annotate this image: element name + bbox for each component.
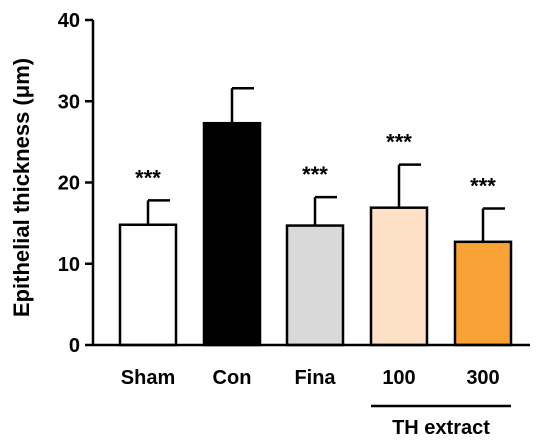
y-tick-label: 40 bbox=[58, 10, 80, 32]
category-label: Con bbox=[213, 367, 252, 389]
bars bbox=[118, 121, 513, 347]
significance-marks: *** *** *** *** bbox=[135, 130, 496, 199]
error-bars bbox=[146, 87, 505, 242]
bar-100 bbox=[369, 206, 429, 347]
category-label: 300 bbox=[466, 367, 499, 389]
bar-con bbox=[202, 121, 262, 347]
y-axis-title: Epithelial thickness (μm) bbox=[9, 58, 34, 317]
y-axis: 0 10 20 30 40 bbox=[58, 10, 95, 357]
category-label: Fina bbox=[294, 367, 336, 389]
bar-fina bbox=[285, 224, 345, 347]
significance-mark: *** bbox=[135, 165, 161, 190]
y-tick-label: 10 bbox=[58, 254, 80, 276]
y-tick-label: 0 bbox=[69, 335, 80, 357]
y-tick-label: 30 bbox=[58, 91, 80, 113]
category-label: 100 bbox=[382, 367, 415, 389]
bar-sham bbox=[118, 223, 178, 347]
significance-mark: *** bbox=[470, 174, 496, 199]
significance-mark: *** bbox=[302, 162, 328, 187]
group-label: TH extract bbox=[392, 417, 490, 439]
x-axis-categories: Sham Con Fina 100 300 bbox=[121, 367, 500, 389]
category-label: Sham bbox=[121, 367, 175, 389]
significance-mark: *** bbox=[386, 130, 412, 155]
y-tick-label: 20 bbox=[58, 173, 80, 195]
bar-300 bbox=[453, 240, 513, 347]
